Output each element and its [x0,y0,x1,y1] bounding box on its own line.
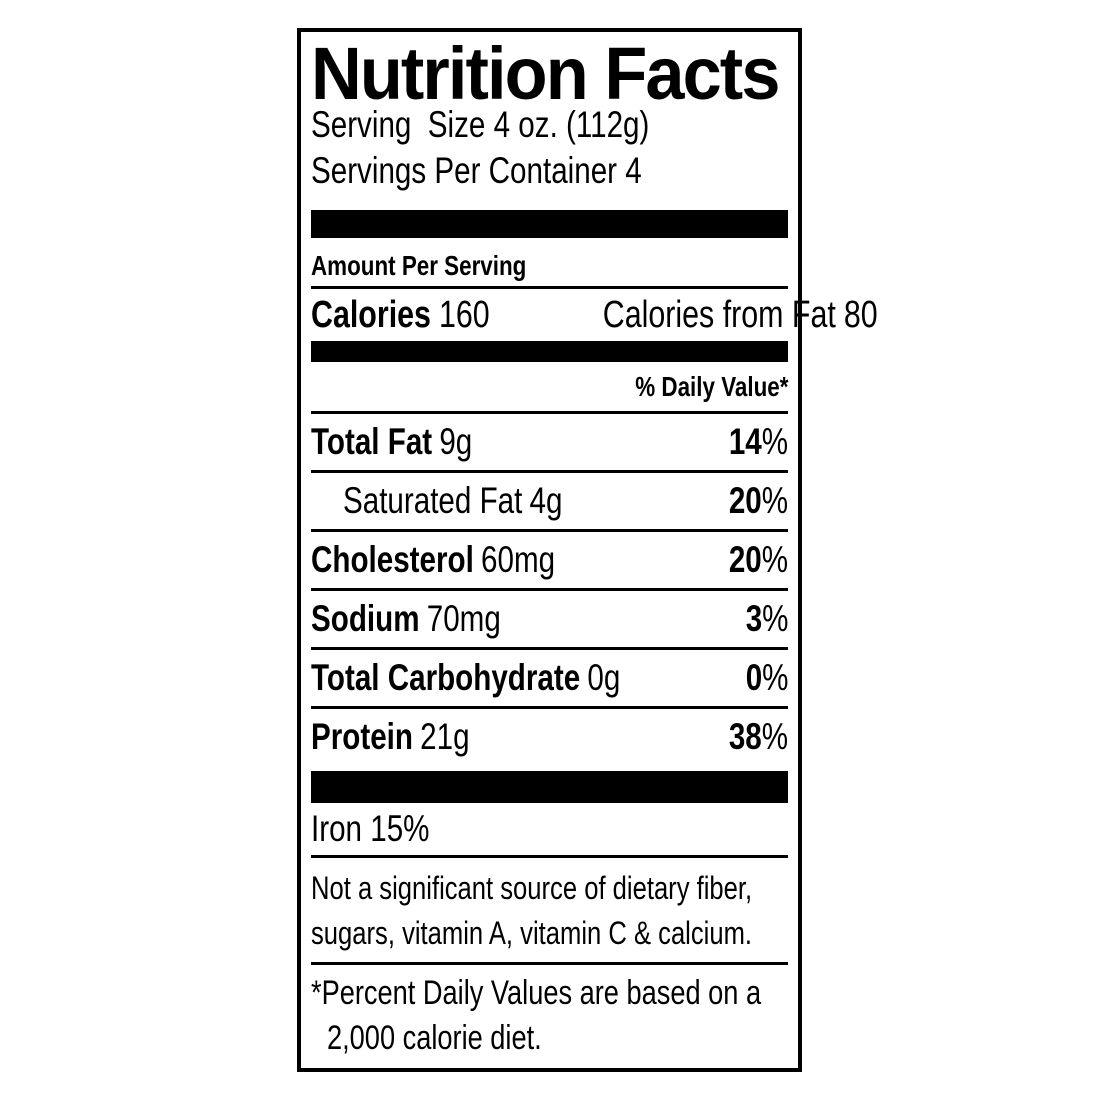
percent-sign: % [761,657,788,698]
percent-sign: % [761,480,788,521]
dv-number: 0 [745,657,762,698]
footnote-text-1: *Percent Daily Values are based on a [311,974,762,1012]
nutrient-name: Total Carbohydrate [311,657,581,698]
nutrient-name: Protein [311,716,413,757]
nutrient-row-saturated-fat: Saturated Fat 4g 20% [311,473,788,529]
nutrient-left: Protein 21g [311,716,470,758]
nutrient-left: Cholesterol 60mg [311,539,555,581]
iron-text: Iron 15% [311,808,430,849]
percent-sign: % [761,598,788,639]
label-header: Nutrition Facts [311,32,788,111]
note-line-1: Not a significant source of dietary fibe… [311,866,788,911]
nutrient-amount: 4g [529,480,563,521]
nutrient-row-cholesterol: Cholesterol 60mg 20% [311,532,788,588]
iron-line: Iron 15% [311,803,788,855]
thin-rule [311,529,788,532]
thin-rule [311,706,788,709]
thick-divider-bar-mid [311,341,788,362]
percent-sign: % [761,421,788,462]
daily-value-header-text: % Daily Value* [634,370,788,402]
nutrient-name: Saturated Fat [343,480,523,521]
nutrient-row-total-carbohydrate: Total Carbohydrate 0g 0% [311,650,788,706]
thin-rule [311,647,788,650]
calories-left: Calories 160 [311,294,490,337]
nutrient-amount: 9g [439,421,473,462]
calories-from-fat-label: Calories from Fat [603,293,837,336]
servings-per-container-text: Servings Per Container 4 [311,150,642,191]
note-line-2: sugars, vitamin A, vitamin C & calcium. [311,911,788,956]
daily-value-footnote: *Percent Daily Values are based on a 2,0… [311,971,788,1061]
amount-per-serving-heading: Amount Per Serving [311,246,788,286]
nutrient-amount: 21g [420,716,470,757]
servings-per-container-line: Servings Per Container 4 [311,148,788,194]
nutrient-row-protein: Protein 21g 38% [311,709,788,765]
nutrient-left: Sodium 70mg [311,598,501,640]
label-title: Nutrition Facts [311,32,780,115]
footnote-line-1: *Percent Daily Values are based on a [311,971,788,1016]
thin-rule [311,470,788,473]
thick-divider-bar-vitamins [311,771,788,803]
percent-sign: % [761,539,788,580]
dv-number: 3 [745,598,762,639]
nutrient-dv: 14% [729,421,788,463]
dv-number: 38 [728,716,762,757]
nutrient-amount: 0g [587,657,621,698]
note-text-2: sugars, vitamin A, vitamin C & calcium. [311,915,753,951]
nutrient-dv: 20% [729,480,788,522]
calories-label: Calories [311,293,431,336]
dv-number: 14 [728,421,762,462]
percent-sign: % [761,716,788,757]
calories-value: 160 [438,293,490,336]
nutrient-dv: 38% [729,716,788,758]
nutrient-dv: 3% [745,598,788,640]
nutrient-left: Total Fat 9g [311,421,472,463]
nutrient-name: Sodium [311,598,420,639]
not-significant-note: Not a significant source of dietary fibe… [311,866,788,956]
serving-size-line: Serving Size 4 oz. (112g) [311,102,788,148]
thick-divider-bar-top [311,210,788,238]
calories-from-fat: Calories from Fat 80 [603,294,878,337]
nutrient-amount: 70mg [426,598,501,639]
nutrient-name: Cholesterol [311,539,474,580]
thin-rule [311,411,788,414]
nutrient-amount: 60mg [481,539,556,580]
serving-size-text: Serving Size 4 oz. (112g) [311,104,650,145]
daily-value-header: % Daily Value* [311,362,788,411]
note-text-1: Not a significant source of dietary fibe… [311,870,753,906]
thin-rule [311,588,788,591]
nutrition-facts-label: Nutrition Facts Serving Size 4 oz. (112g… [297,28,878,1072]
thin-rule [311,962,788,965]
calories-row: Calories 160 Calories from Fat 80 [311,289,878,341]
footnote-line-2: 2,000 calorie diet. [311,1016,788,1061]
nutrient-left: Saturated Fat 4g [343,480,562,522]
amount-per-serving-text: Amount Per Serving [311,250,527,281]
calories-from-fat-value: 80 [844,293,879,336]
nutrient-dv: 0% [745,657,788,699]
dv-number: 20 [728,480,762,521]
thin-rule [311,855,788,858]
footnote-text-2: 2,000 calorie diet. [327,1019,542,1057]
nutrient-left: Total Carbohydrate 0g [311,657,620,699]
nutrient-name: Total Fat [311,421,433,462]
dv-number: 20 [728,539,762,580]
nutrient-row-sodium: Sodium 70mg 3% [311,591,788,647]
nutrient-row-total-fat: Total Fat 9g 14% [311,414,788,470]
thin-rule [311,286,788,289]
nutrient-dv: 20% [729,539,788,581]
